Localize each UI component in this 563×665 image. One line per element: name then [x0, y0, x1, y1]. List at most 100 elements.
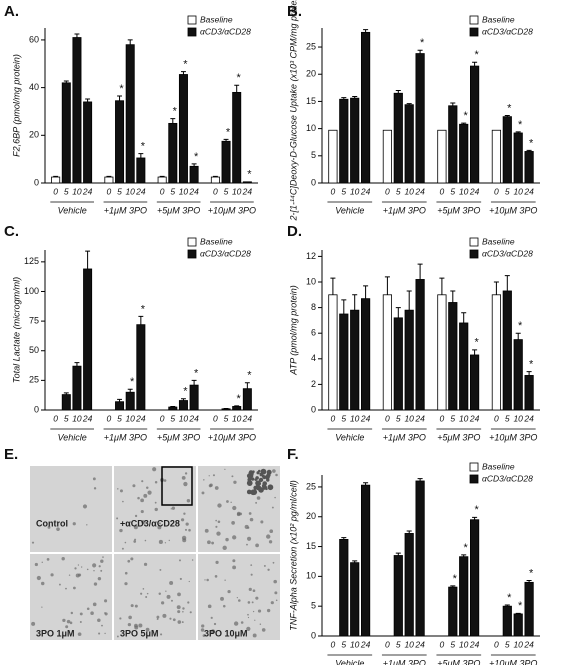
- y-tick-label: 25: [29, 375, 39, 385]
- x-tick-label: 10: [232, 186, 242, 196]
- cell-speck: [130, 557, 134, 561]
- cell-speck: [204, 528, 209, 533]
- cell-speck: [273, 579, 277, 584]
- bar: [339, 98, 349, 184]
- cell-speck: [216, 531, 221, 536]
- cell-speck: [116, 517, 119, 520]
- cell-speck: [259, 623, 262, 625]
- x-tick-label: 24: [360, 186, 371, 196]
- cell-speck: [249, 517, 254, 522]
- cell-speck: [143, 562, 148, 566]
- error-bar: [330, 277, 336, 295]
- y-tick-label: 0: [311, 177, 316, 187]
- bar: [168, 406, 178, 411]
- cell-speck: [34, 562, 38, 567]
- y-tick-label: 0: [311, 404, 316, 414]
- significance-mark: *: [183, 386, 188, 398]
- cell-speck: [79, 621, 82, 624]
- x-tick-label: 10: [404, 186, 414, 196]
- cell-cluster: [268, 470, 272, 474]
- cell-speck: [182, 607, 185, 610]
- cell-speck: [244, 524, 249, 529]
- error-bar: [515, 332, 521, 340]
- cell-speck: [86, 568, 89, 571]
- y-tick-label: 50: [29, 345, 39, 355]
- y-tick-label: 125: [24, 256, 39, 266]
- cell-speck: [154, 480, 158, 484]
- y-tick-label: 15: [306, 541, 316, 551]
- error-bar: [472, 349, 478, 355]
- error-bar: [74, 33, 80, 38]
- bar: [524, 581, 534, 637]
- cell-speck: [181, 475, 186, 480]
- cell-speck: [41, 606, 43, 608]
- y-tick-label: 100: [24, 286, 39, 296]
- cell-speck: [65, 625, 69, 629]
- y-tick-label: 20: [29, 130, 39, 140]
- legend-label: Baseline: [200, 236, 233, 246]
- cell-cluster: [246, 480, 253, 486]
- image-caption: +αCD3/αCD28: [120, 518, 180, 528]
- error-bar: [180, 71, 186, 75]
- bar: [157, 176, 167, 184]
- cell-speck: [230, 501, 232, 504]
- cell-speck: [184, 528, 188, 531]
- error-bar: [526, 371, 532, 376]
- cell-speck: [214, 575, 218, 578]
- cell-speck: [160, 633, 163, 636]
- cell-speck: [146, 592, 149, 595]
- y-tick-label: 15: [306, 96, 316, 106]
- significance-mark: *: [464, 110, 469, 122]
- cell-speck: [119, 528, 123, 533]
- cell-speck: [104, 599, 108, 603]
- cell-speck: [248, 512, 252, 515]
- cell-speck: [182, 610, 184, 613]
- error-bar: [85, 98, 91, 102]
- cell-speck: [31, 541, 35, 544]
- bar: [415, 480, 425, 637]
- bar: [361, 484, 371, 637]
- cell-speck: [62, 618, 66, 623]
- cell-speck: [140, 509, 144, 514]
- x-tick-label: 0: [440, 413, 445, 423]
- cell-speck: [188, 580, 190, 583]
- error-bar: [461, 312, 467, 323]
- bar: [459, 322, 469, 411]
- x-tick-label: 24: [523, 186, 534, 196]
- bar: [125, 391, 135, 411]
- cell-speck: [133, 540, 137, 543]
- group-label: +1μM 3PO: [383, 432, 426, 442]
- significance-mark: *: [141, 303, 146, 315]
- cell-speck: [233, 480, 237, 484]
- cell-speck: [80, 566, 83, 568]
- bar: [404, 309, 414, 411]
- group-label: Vehicle: [58, 205, 87, 215]
- cell-speck: [177, 592, 181, 597]
- bar: [437, 129, 447, 184]
- cell-speck: [98, 632, 101, 635]
- bar: [524, 375, 534, 411]
- cell-speck: [154, 507, 158, 512]
- cell-speck: [172, 618, 176, 622]
- legend-swatch: [469, 15, 479, 25]
- error-bar: [74, 362, 80, 367]
- error-bar: [384, 276, 390, 295]
- cell-speck: [144, 539, 147, 542]
- cell-speck: [213, 622, 217, 626]
- cell-speck: [275, 599, 278, 602]
- legend-swatch: [469, 237, 479, 247]
- cell-speck: [226, 500, 229, 503]
- group-label: +10μM 3PO: [489, 432, 537, 442]
- legend-swatch: [469, 462, 479, 472]
- panel-label: B.: [287, 3, 302, 20]
- cell-speck: [157, 525, 162, 530]
- panel-label: E.: [4, 446, 18, 463]
- cell-speck: [246, 543, 248, 546]
- cell-speck: [177, 620, 182, 624]
- cell-speck: [266, 608, 271, 613]
- cell-speck: [147, 490, 152, 495]
- cell-speck: [158, 592, 161, 595]
- significance-mark: *: [173, 106, 178, 118]
- cell-speck: [179, 559, 181, 562]
- cell-speck: [165, 590, 167, 592]
